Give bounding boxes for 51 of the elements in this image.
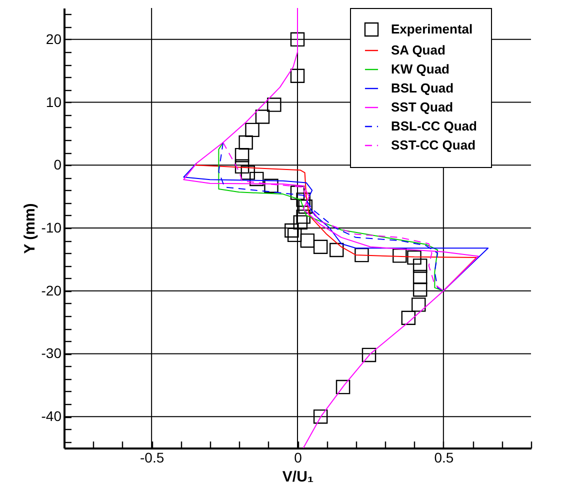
point bbox=[336, 380, 350, 394]
point bbox=[407, 250, 422, 265]
point bbox=[284, 223, 299, 238]
x-tick-label: -0.5 bbox=[140, 450, 164, 466]
x-axis-title: V/U₁ bbox=[282, 468, 314, 486]
point bbox=[300, 233, 315, 248]
y-tick-label: -30 bbox=[41, 345, 62, 362]
y-tick-label: 20 bbox=[46, 30, 62, 47]
point bbox=[245, 122, 260, 138]
point bbox=[240, 166, 255, 180]
point bbox=[238, 135, 253, 150]
point bbox=[412, 282, 428, 297]
point bbox=[412, 258, 428, 273]
y-tick-label: 0 bbox=[54, 156, 62, 173]
point bbox=[250, 172, 264, 186]
point bbox=[392, 248, 407, 263]
legend-label: SA Quad bbox=[391, 42, 446, 58]
point bbox=[293, 215, 308, 230]
point bbox=[412, 298, 426, 312]
legend-label: BSL Quad bbox=[391, 80, 454, 96]
point bbox=[296, 192, 310, 207]
legend-label: BSL-CC Quad bbox=[391, 118, 477, 134]
x-tick-label: 0.5 bbox=[434, 450, 454, 466]
point bbox=[234, 148, 250, 162]
x-tick-label: 0 bbox=[294, 450, 302, 466]
point bbox=[412, 270, 428, 284]
legend-label: SST Quad bbox=[391, 100, 454, 114]
point bbox=[298, 200, 312, 214]
point bbox=[401, 310, 416, 326]
point bbox=[255, 110, 270, 124]
point bbox=[264, 178, 278, 194]
point bbox=[234, 159, 250, 174]
point bbox=[296, 210, 310, 224]
y-tick-label: -10 bbox=[41, 220, 62, 236]
point bbox=[329, 242, 344, 258]
point bbox=[290, 32, 305, 47]
point bbox=[354, 248, 369, 262]
legend-label: KW Quad bbox=[391, 62, 450, 76]
legend-label: SST-CC Quad bbox=[391, 138, 476, 152]
point bbox=[313, 409, 328, 424]
legend-label: Experimental bbox=[391, 22, 473, 36]
point bbox=[313, 240, 328, 254]
point bbox=[290, 68, 305, 84]
y-tick-label: 10 bbox=[46, 94, 62, 110]
y-axis-title: Y (mm) bbox=[21, 203, 38, 254]
point bbox=[290, 186, 305, 200]
point bbox=[362, 348, 376, 362]
y-tick-label: -40 bbox=[41, 408, 62, 424]
line-series bbox=[183, 8, 479, 448]
y-tick-label: -20 bbox=[41, 282, 62, 298]
point bbox=[267, 98, 282, 112]
